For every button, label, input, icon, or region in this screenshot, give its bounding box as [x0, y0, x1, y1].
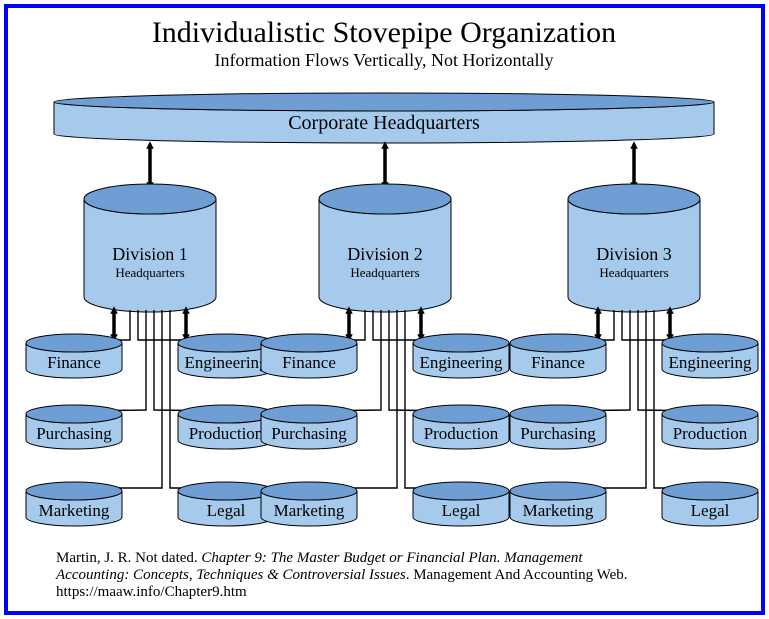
- dept-label-d1-r2-c0: Marketing: [274, 501, 345, 520]
- corporate-hq-label: Corporate Headquarters: [288, 112, 480, 134]
- dept-label-d2-r1-c1: Production: [673, 424, 748, 443]
- dept-label-d2-r1-c0: Purchasing: [520, 424, 596, 443]
- division-subtitle-1: Headquarters: [350, 265, 419, 280]
- diagram-subtitle: Information Flows Vertically, Not Horizo…: [215, 50, 554, 70]
- dept-label-d1-r0-c0: Finance: [282, 353, 336, 372]
- dept-label-d0-r2-c1: Legal: [207, 501, 246, 520]
- dept-label-d0-r0-c0: Finance: [47, 353, 101, 372]
- division-title-2: Division 3: [596, 244, 672, 264]
- dept-label-d0-r2-c0: Marketing: [39, 501, 110, 520]
- dept-label-d2-r0-c1: Engineering: [668, 353, 752, 372]
- dept-label-d1-r1-c0: Purchasing: [271, 424, 347, 443]
- dept-label-d2-r0-c0: Finance: [531, 353, 585, 372]
- division-subtitle-2: Headquarters: [599, 265, 668, 280]
- diagram-title: Individualistic Stovepipe Organization: [152, 16, 616, 49]
- dept-label-d0-r1-c1: Production: [189, 424, 264, 443]
- division-title-0: Division 1: [112, 244, 188, 264]
- division-subtitle-0: Headquarters: [115, 265, 184, 280]
- dept-label-d0-r0-c1: Engineering: [184, 353, 268, 372]
- dept-label-d2-r2-c1: Legal: [691, 501, 730, 520]
- dept-label-d2-r2-c0: Marketing: [523, 501, 594, 520]
- dept-label-d1-r2-c1: Legal: [442, 501, 481, 520]
- dept-label-d0-r1-c0: Purchasing: [36, 424, 112, 443]
- division-title-1: Division 2: [347, 244, 423, 264]
- dept-label-d1-r1-c1: Production: [424, 424, 499, 443]
- dept-label-d1-r0-c1: Engineering: [419, 353, 503, 372]
